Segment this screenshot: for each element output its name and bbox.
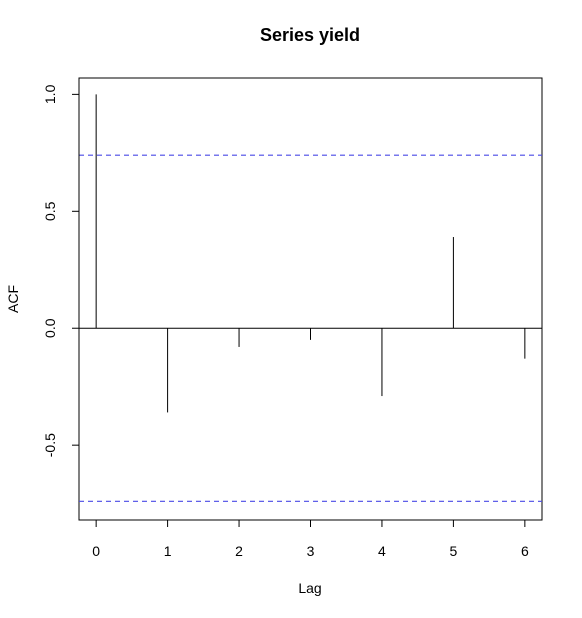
- x-tick-label-0: 0: [92, 543, 100, 559]
- x-tick-label-2: 2: [235, 543, 243, 559]
- x-axis-label: Lag: [298, 580, 321, 596]
- plot-frame: [78, 77, 543, 521]
- x-tick-label-6: 6: [521, 543, 529, 559]
- y-tick-label-1.0: 1.0: [42, 84, 58, 104]
- x-axis: 0 1 2 3 4 5 6: [92, 519, 529, 559]
- y-axis: -0.5 0.0 0.5 1.0: [42, 84, 80, 457]
- x-tick-label-4: 4: [378, 543, 386, 559]
- y-tick-label-0.0: 0.0: [42, 318, 58, 338]
- y-tick-label--0.5: -0.5: [42, 433, 58, 457]
- y-tick-label-0.5: 0.5: [42, 201, 58, 221]
- x-tick-label-3: 3: [307, 543, 315, 559]
- acf-bars: [95, 94, 526, 413]
- y-axis-label: ACF: [5, 285, 21, 313]
- x-tick-label-5: 5: [450, 543, 458, 559]
- chart-title: Series yield: [260, 25, 360, 45]
- x-tick-label-1: 1: [164, 543, 172, 559]
